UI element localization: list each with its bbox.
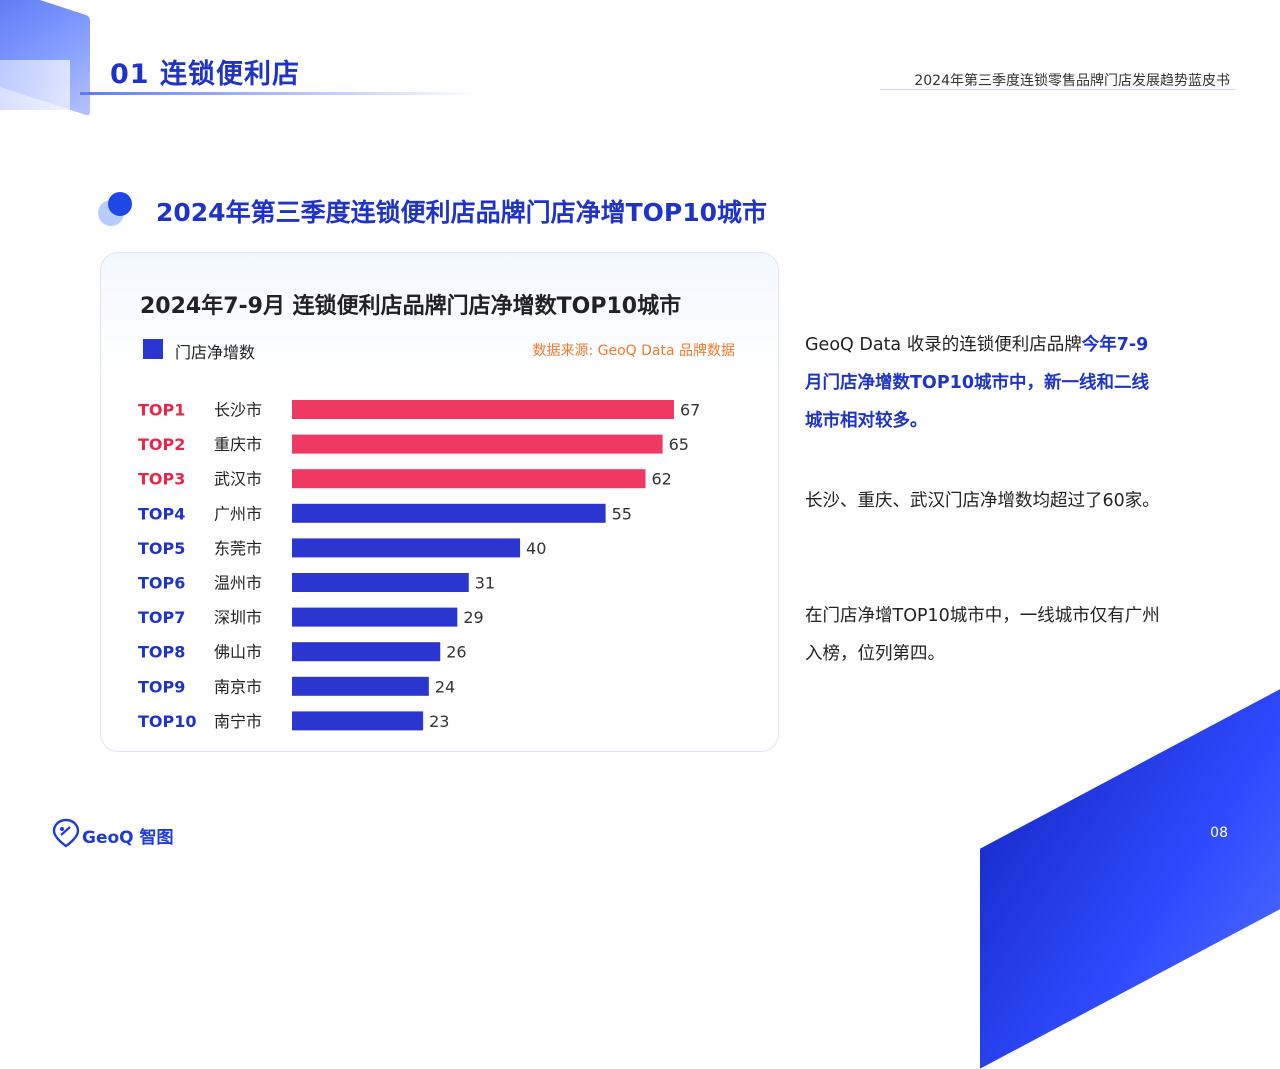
value-label: 23 — [429, 712, 449, 731]
rank-label: TOP3 — [138, 470, 185, 489]
bar — [292, 676, 429, 696]
rank-label: TOP8 — [138, 643, 185, 662]
rank-label: TOP7 — [138, 608, 185, 627]
report-underline — [880, 89, 1235, 90]
value-label: 67 — [680, 401, 700, 420]
value-label: 26 — [446, 643, 466, 662]
bar — [292, 538, 521, 558]
rank-label: TOP9 — [138, 677, 185, 696]
bar — [292, 711, 424, 731]
value-label: 24 — [435, 677, 455, 696]
description-p1-normal: GeoQ Data 收录的连锁便利店品牌 — [805, 335, 1082, 355]
data-source: 数据来源: GeoQ Data 品牌数据 — [532, 343, 735, 359]
bar — [292, 434, 663, 454]
report-name: 2024年第三季度连锁零售品牌门店发展趋势蓝皮书 — [914, 73, 1230, 89]
bar — [292, 642, 441, 662]
description-paragraph-1: GeoQ Data 收录的连锁便利店品牌今年7-9月门店净增数TOP10城市中，… — [805, 326, 1165, 440]
value-label: 62 — [651, 470, 671, 489]
bar — [292, 400, 674, 419]
corner-decoration — [980, 657, 1280, 1069]
bar — [292, 469, 646, 489]
main-heading: 2024年第三季度连锁便利店品牌门店净增TOP10城市 — [156, 198, 768, 227]
page-number: 08 — [1210, 825, 1228, 841]
category-label: 重庆市 — [214, 435, 262, 454]
description-paragraph-3: 在门店净增TOP10城市中，一线城市仅有广州入榜，位列第四。 — [805, 606, 1160, 664]
category-label: 南宁市 — [214, 712, 262, 731]
value-label: 29 — [463, 608, 483, 627]
category-label: 温州市 — [214, 574, 262, 593]
description-paragraph-2: 长沙、重庆、武汉门店净增数均超过了60家。 — [805, 491, 1160, 511]
category-label: 广州市 — [214, 504, 262, 523]
category-label: 东莞市 — [214, 539, 262, 558]
value-label: 55 — [612, 504, 632, 523]
rank-label: TOP10 — [138, 712, 197, 731]
bar — [292, 573, 469, 592]
rank-label: TOP1 — [138, 401, 185, 420]
legend-swatch — [143, 339, 163, 359]
category-label: 深圳市 — [214, 608, 262, 627]
description-p1-highlight: 今年7-9月门店净增数TOP10城市中，新一线和二线城市相对较多。 — [805, 335, 1149, 431]
rank-label: TOP4 — [138, 504, 185, 523]
value-label: 40 — [526, 539, 546, 558]
section-underline — [80, 92, 480, 95]
legend-label: 门店净增数 — [175, 343, 256, 362]
category-label: 南京市 — [214, 677, 262, 696]
logo-text: GeoQ 智图 — [82, 828, 174, 848]
bar-chart: TOP1 长沙市 67 TOP2 重庆市 65 TOP3 武汉市 62 TOP4 广州市 55 TOP5… — [138, 400, 700, 731]
chart-title: 2024年7-9月 连锁便利店品牌门店净增数TOP10城市 — [140, 294, 682, 319]
category-label: 佛山市 — [214, 643, 262, 662]
value-label: 31 — [475, 574, 495, 593]
category-label: 长沙市 — [214, 401, 262, 420]
bullet-dots-icon — [98, 192, 134, 228]
value-label: 65 — [669, 435, 689, 454]
section-title: 01 连锁便利店 — [110, 59, 300, 90]
rank-label: TOP6 — [138, 574, 185, 593]
geoq-logo-icon — [52, 818, 80, 848]
bar — [292, 607, 458, 627]
rank-label: TOP5 — [138, 539, 185, 558]
rank-label: TOP2 — [138, 435, 185, 454]
chart-card — [100, 252, 779, 752]
header-decoration-shadow — [0, 60, 70, 110]
category-label: 武汉市 — [214, 470, 262, 489]
bar — [292, 503, 606, 523]
